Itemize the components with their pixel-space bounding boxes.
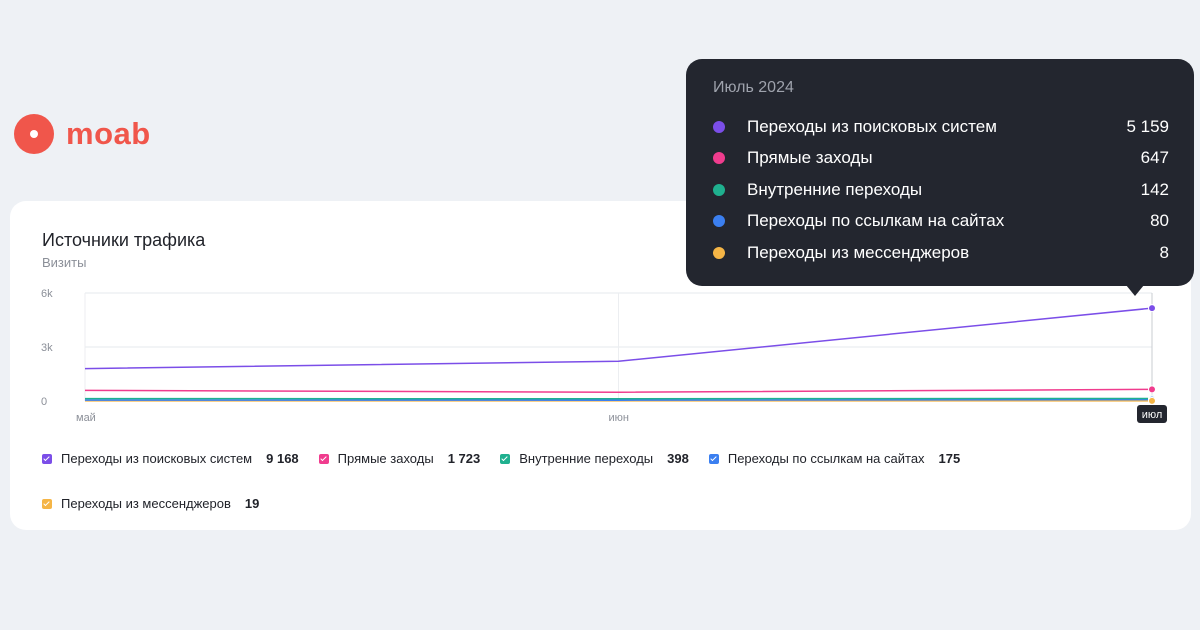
legend-checkbox-icon[interactable] [42, 498, 52, 509]
tooltip-row: Переходы из поисковых систем 5 159 [713, 111, 1169, 143]
line-chart: 0 3k 6k май июн июл [41, 288, 1167, 424]
series-line [84, 307, 1153, 370]
legend-item[interactable]: Прямые заходы 1 723 [318, 451, 481, 466]
legend-value: 19 [244, 496, 260, 511]
tooltip-row-label: Переходы по ссылкам на сайтах [747, 211, 1005, 231]
legend-value: 398 [667, 451, 689, 466]
x-tick-highlight [1137, 405, 1167, 423]
series-line [84, 398, 1153, 401]
tooltip-row: Внутренние переходы 142 [713, 174, 1169, 206]
x-tick-label: май [76, 412, 96, 424]
legend-label: Прямые заходы [337, 451, 434, 466]
legend-value: 175 [938, 451, 961, 466]
tooltip-row-value: 80 [1150, 211, 1169, 231]
tooltip-row-label: Переходы из поисковых систем [747, 116, 997, 136]
logo-icon [14, 114, 54, 154]
y-tick-label: 0 [41, 396, 47, 408]
tooltip-row-label: Переходы из мессенджеров [747, 242, 970, 262]
tooltip-row-value: 142 [1140, 179, 1169, 199]
y-tick-label: 6k [41, 288, 53, 300]
legend-checkbox-icon[interactable] [42, 453, 52, 464]
legend-value: 1 723 [447, 451, 481, 466]
legend-label: Переходы из мессенджеров [61, 496, 231, 511]
series-point [1148, 396, 1156, 405]
tooltip-row: Прямые заходы 647 [713, 143, 1169, 175]
chart-title: Источники трафика [42, 230, 206, 250]
series-dot-icon [713, 183, 725, 196]
legend-label: Переходы по ссылкам на сайтах [727, 451, 925, 466]
series-point [1148, 304, 1156, 313]
tooltip-title: Июль 2024 [713, 79, 794, 96]
logo: moab [14, 114, 151, 154]
legend-item[interactable]: Переходы из поисковых систем 9 168 [42, 451, 299, 466]
tooltip-row-label: Внутренние переходы [747, 179, 923, 199]
tooltip-arrow [1126, 285, 1144, 296]
chart-tooltip: Июль 2024 Переходы из поисковых систем 5 … [686, 59, 1194, 286]
legend-checkbox-icon[interactable] [500, 453, 511, 464]
legend-checkbox-icon[interactable] [708, 453, 719, 464]
tooltip-row-label: Прямые заходы [747, 148, 873, 168]
y-tick-label: 3k [41, 342, 53, 354]
x-tick-label: июл [1142, 409, 1163, 421]
series-dot-icon [713, 215, 725, 228]
logo-text: moab [66, 116, 151, 151]
series-dot-icon [713, 120, 725, 133]
legend-label: Переходы из поисковых систем [61, 451, 253, 466]
chart-subtitle: Визиты [42, 255, 87, 270]
series-dot-icon [713, 152, 725, 165]
tooltip-row: Переходы из мессенджеров 8 [713, 237, 1169, 269]
tooltip-rows: Переходы из поисковых систем 5 159 Прямые … [713, 111, 1169, 269]
legend-item[interactable]: Переходы по ссылкам на сайтах 175 [708, 451, 961, 466]
legend-checkbox-icon[interactable] [318, 453, 329, 464]
legend-item[interactable]: Переходы из мессенджеров 19 [42, 496, 259, 511]
tooltip-row-value: 8 [1159, 242, 1169, 262]
x-tick-label: июн [609, 412, 629, 424]
legend-label: Внутренние переходы [519, 451, 654, 466]
tooltip-row-value: 647 [1140, 148, 1169, 168]
tooltip-row: Переходы по ссылкам на сайтах 80 [713, 206, 1169, 238]
legend-item[interactable]: Внутренние переходы 398 [500, 451, 689, 466]
series-point [1148, 385, 1156, 394]
series-dot-icon [713, 246, 725, 259]
legend-value: 9 168 [266, 451, 299, 466]
tooltip-row-value: 5 159 [1126, 116, 1169, 136]
chart-legend: Переходы из поисковых систем 9 168 Прямые … [42, 451, 1162, 511]
series-line [84, 388, 1153, 394]
